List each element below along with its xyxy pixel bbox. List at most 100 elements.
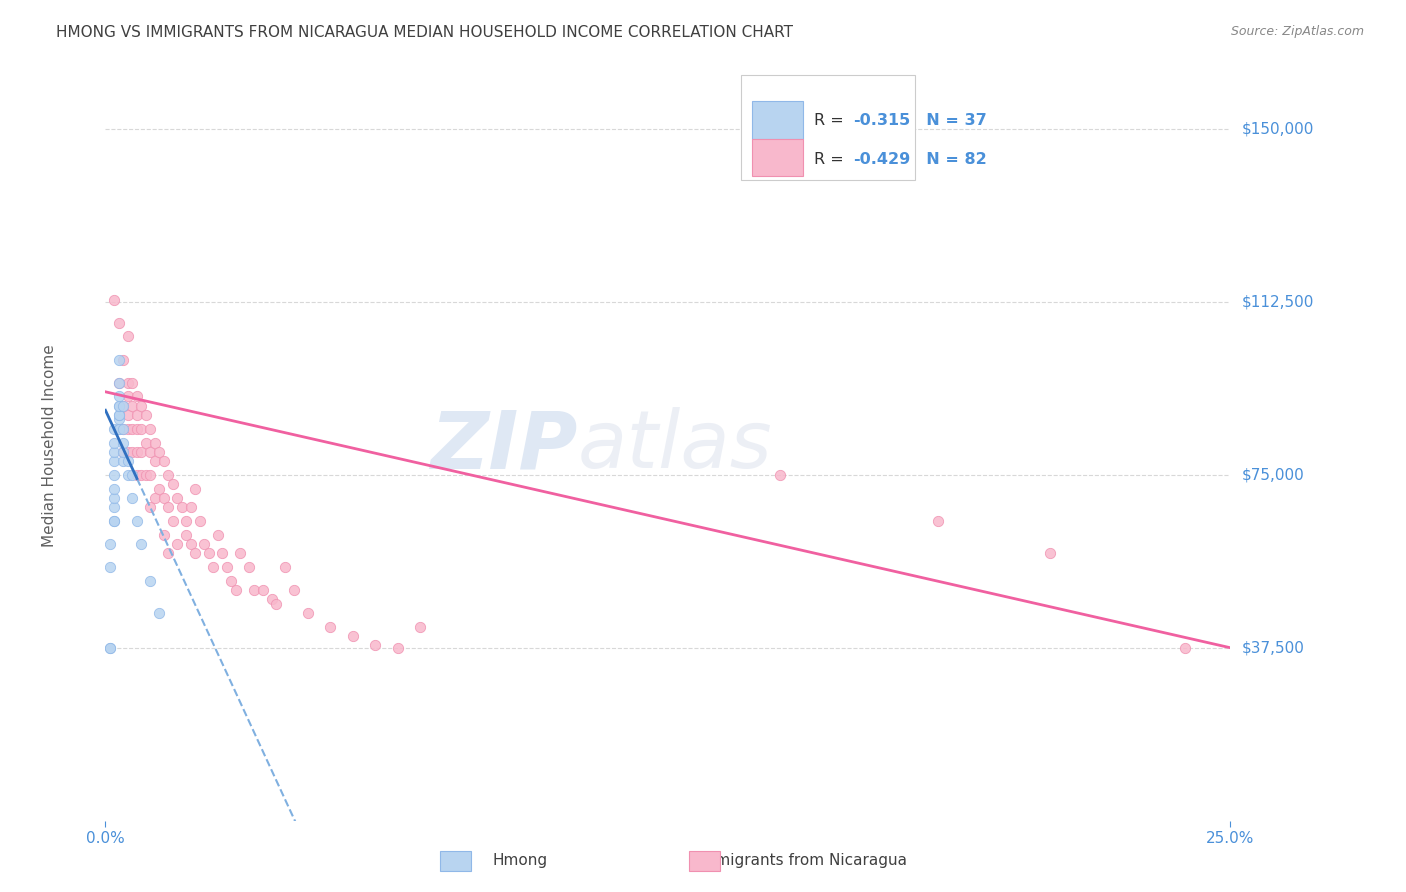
Point — [148, 606, 170, 620]
Text: R =: R = — [814, 112, 849, 128]
Point — [125, 444, 148, 458]
Point — [117, 422, 139, 436]
Point — [170, 500, 193, 514]
Point — [266, 597, 288, 611]
Point — [162, 477, 184, 491]
Point — [260, 592, 283, 607]
Point — [117, 389, 139, 403]
Point — [184, 546, 207, 560]
Point — [103, 482, 125, 496]
Point — [162, 514, 184, 528]
Point — [112, 454, 135, 468]
Point — [319, 620, 342, 634]
Point — [180, 537, 202, 551]
Point — [103, 454, 125, 468]
Point — [112, 444, 135, 458]
Point — [103, 293, 125, 307]
Point — [121, 467, 143, 482]
Text: $150,000: $150,000 — [1241, 121, 1313, 136]
Point — [139, 574, 162, 588]
Text: ZIP: ZIP — [430, 407, 578, 485]
Point — [139, 444, 162, 458]
Text: R =: R = — [814, 152, 849, 167]
Point — [238, 560, 260, 574]
Point — [131, 467, 153, 482]
Point — [125, 389, 148, 403]
Point — [176, 514, 198, 528]
Text: $75,000: $75,000 — [1241, 467, 1305, 483]
Point — [108, 376, 131, 390]
Point — [121, 376, 143, 390]
Point — [1174, 640, 1197, 655]
Point — [153, 454, 176, 468]
FancyBboxPatch shape — [752, 102, 803, 139]
Point — [207, 528, 229, 542]
Point — [125, 408, 148, 422]
FancyBboxPatch shape — [741, 75, 915, 180]
Point — [409, 620, 432, 634]
Point — [135, 467, 157, 482]
Point — [108, 376, 131, 390]
Text: Source: ZipAtlas.com: Source: ZipAtlas.com — [1230, 25, 1364, 38]
Point — [193, 537, 215, 551]
Point — [121, 422, 143, 436]
Point — [125, 467, 148, 482]
Point — [252, 583, 274, 598]
Point — [108, 316, 131, 330]
Point — [139, 422, 162, 436]
Text: $112,500: $112,500 — [1241, 294, 1313, 310]
Point — [211, 546, 233, 560]
Point — [108, 399, 131, 413]
Point — [103, 435, 125, 450]
Point — [1039, 546, 1062, 560]
Point — [180, 500, 202, 514]
Point — [387, 640, 409, 655]
Point — [166, 491, 188, 505]
Point — [225, 583, 247, 598]
Point — [297, 606, 319, 620]
Point — [131, 422, 153, 436]
Point — [117, 376, 139, 390]
Point — [108, 412, 131, 426]
Point — [108, 352, 131, 367]
Point — [166, 537, 188, 551]
Point — [112, 422, 135, 436]
Point — [112, 399, 135, 413]
Point — [229, 546, 252, 560]
Text: -0.315: -0.315 — [853, 112, 911, 128]
Text: -0.429: -0.429 — [853, 152, 911, 167]
Point — [98, 560, 121, 574]
Point — [103, 491, 125, 505]
Point — [108, 408, 131, 422]
Point — [135, 435, 157, 450]
Point — [221, 574, 243, 588]
Point — [108, 399, 131, 413]
Point — [112, 444, 135, 458]
Point — [125, 514, 148, 528]
Point — [117, 408, 139, 422]
Point — [108, 422, 131, 436]
Point — [98, 640, 121, 655]
Point — [131, 537, 153, 551]
Point — [125, 422, 148, 436]
Point — [103, 422, 125, 436]
Point — [131, 399, 153, 413]
Point — [769, 467, 792, 482]
Point — [364, 639, 387, 653]
Point — [927, 514, 949, 528]
Text: atlas: atlas — [578, 407, 773, 485]
Point — [98, 640, 121, 655]
Point — [131, 444, 153, 458]
Text: $37,500: $37,500 — [1241, 640, 1305, 656]
Point — [157, 467, 180, 482]
Point — [108, 422, 131, 436]
Point — [143, 435, 166, 450]
Point — [121, 399, 143, 413]
Point — [198, 546, 221, 560]
Text: N = 82: N = 82 — [915, 152, 987, 167]
Point — [112, 422, 135, 436]
Point — [215, 560, 238, 574]
Point — [117, 329, 139, 343]
Point — [117, 467, 139, 482]
Point — [112, 399, 135, 413]
